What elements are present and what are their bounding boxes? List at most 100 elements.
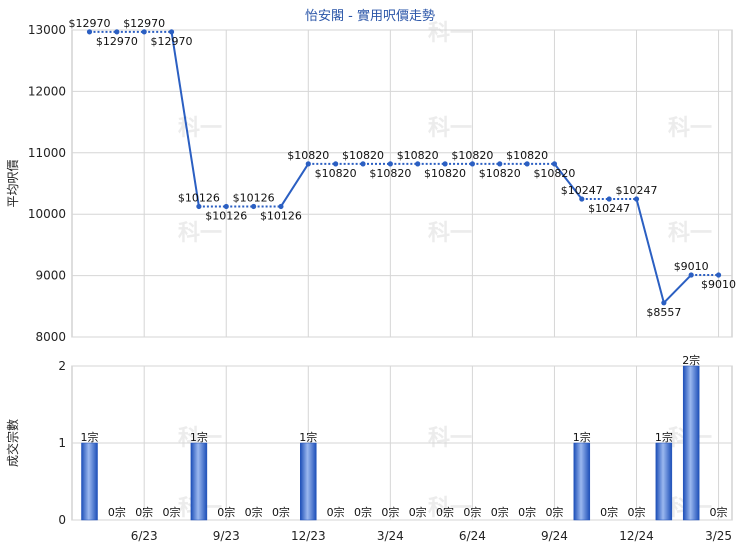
data-point xyxy=(551,161,558,167)
bar-label: 0宗 xyxy=(600,505,618,519)
y-tick-label: 0 xyxy=(58,513,66,527)
watermark: 科一 xyxy=(428,116,472,141)
data-point xyxy=(579,196,585,202)
x-tick-label: 6/24 xyxy=(459,529,486,543)
data-label: $10820 xyxy=(506,149,548,162)
watermark: 科一 xyxy=(428,426,472,451)
bar-label: 1宗 xyxy=(573,430,591,444)
data-label: $10126 xyxy=(205,209,247,222)
bar xyxy=(655,442,673,521)
bar-label: 0宗 xyxy=(163,505,181,519)
data-point xyxy=(469,161,475,167)
bar-label: 0宗 xyxy=(135,505,153,519)
watermark: 科一 xyxy=(428,496,472,521)
bar-label: 0宗 xyxy=(409,505,427,519)
data-point xyxy=(251,203,257,210)
data-point xyxy=(387,161,393,167)
data-label: $8557 xyxy=(646,306,681,319)
data-label: $10126 xyxy=(233,191,275,204)
bar-label: 0宗 xyxy=(710,505,728,519)
bar-label: 0宗 xyxy=(245,505,263,519)
data-label: $10247 xyxy=(588,202,630,215)
data-point xyxy=(278,203,284,210)
x-tick-label: 12/23 xyxy=(291,529,326,543)
data-label: $10247 xyxy=(561,184,603,197)
data-point xyxy=(715,272,722,278)
bar xyxy=(573,442,591,521)
data-label: $10820 xyxy=(533,167,575,180)
data-label: $10820 xyxy=(479,167,521,180)
data-label: $9010 xyxy=(701,278,736,291)
data-label: $12970 xyxy=(151,35,193,48)
x-tick-label: 9/23 xyxy=(213,529,240,543)
data-point xyxy=(606,196,612,202)
series-segment xyxy=(170,31,200,207)
bar-label: 0宗 xyxy=(327,505,345,519)
data-point xyxy=(415,161,421,167)
bar xyxy=(682,365,700,521)
bar-label: 0宗 xyxy=(545,505,563,519)
y-tick-label: 8000 xyxy=(35,330,66,344)
watermark: 科一 xyxy=(178,221,222,246)
chart-title: 怡安閣 - 實用呎價走勢 xyxy=(305,8,435,24)
data-label: $12970 xyxy=(96,35,138,48)
x-tick-label: 6/23 xyxy=(131,529,158,543)
data-label: $10820 xyxy=(451,149,493,162)
bar xyxy=(300,442,317,521)
data-label: $10820 xyxy=(315,167,357,180)
x-tick-label: 12/24 xyxy=(619,529,654,543)
data-point xyxy=(442,161,448,167)
data-label: $10247 xyxy=(616,184,658,197)
data-point xyxy=(497,161,503,167)
y-tick-label: 1 xyxy=(58,436,66,450)
bar-label: 0宗 xyxy=(628,505,646,519)
bar xyxy=(190,442,208,521)
bar-label: 1宗 xyxy=(81,430,99,444)
data-label: $10126 xyxy=(260,209,302,222)
data-label: $9010 xyxy=(674,260,709,273)
watermark: 科一 xyxy=(668,116,712,141)
data-label: $10820 xyxy=(342,149,384,162)
data-point xyxy=(688,272,694,278)
watermark: 科一 xyxy=(668,221,712,246)
bar-label: 0宗 xyxy=(217,505,235,519)
series-segment xyxy=(553,163,583,200)
bar-label: 0宗 xyxy=(491,505,509,519)
data-label: $12970 xyxy=(69,17,111,30)
data-point xyxy=(168,29,175,35)
bar-label: 0宗 xyxy=(518,505,536,519)
bar-label: 1宗 xyxy=(190,430,208,444)
y-tick-label: 10000 xyxy=(28,207,66,221)
data-point xyxy=(114,29,120,35)
series-segment xyxy=(635,198,665,304)
y-axis-title: 平均呎價 xyxy=(6,159,20,207)
data-point xyxy=(196,203,202,210)
data-point xyxy=(141,29,147,35)
bar-label: 2宗 xyxy=(682,353,700,367)
y-tick-label: 11000 xyxy=(28,146,66,160)
bar-label: 0宗 xyxy=(272,505,290,519)
x-tick-label: 9/24 xyxy=(541,529,568,543)
y-tick-label: 13000 xyxy=(28,23,66,37)
bar-label: 0宗 xyxy=(436,505,454,519)
series-segment xyxy=(663,274,692,304)
data-point xyxy=(305,161,311,167)
bar-label: 0宗 xyxy=(463,505,481,519)
data-point xyxy=(661,300,667,306)
plot-area xyxy=(71,29,733,338)
watermark: 科一 xyxy=(428,21,472,46)
data-label: $10126 xyxy=(178,191,220,204)
bar xyxy=(81,442,98,521)
series-segment xyxy=(280,163,310,208)
bar-label: 0宗 xyxy=(108,505,126,519)
watermark: 科一 xyxy=(428,221,472,246)
data-point xyxy=(333,161,339,167)
y-tick-label: 2 xyxy=(58,359,66,373)
bar-label: 1宗 xyxy=(299,430,317,444)
y-axis-title: 成交宗數 xyxy=(5,419,20,467)
data-label: $12970 xyxy=(123,17,165,30)
bar-label: 0宗 xyxy=(381,505,399,519)
data-label: $10820 xyxy=(424,167,466,180)
